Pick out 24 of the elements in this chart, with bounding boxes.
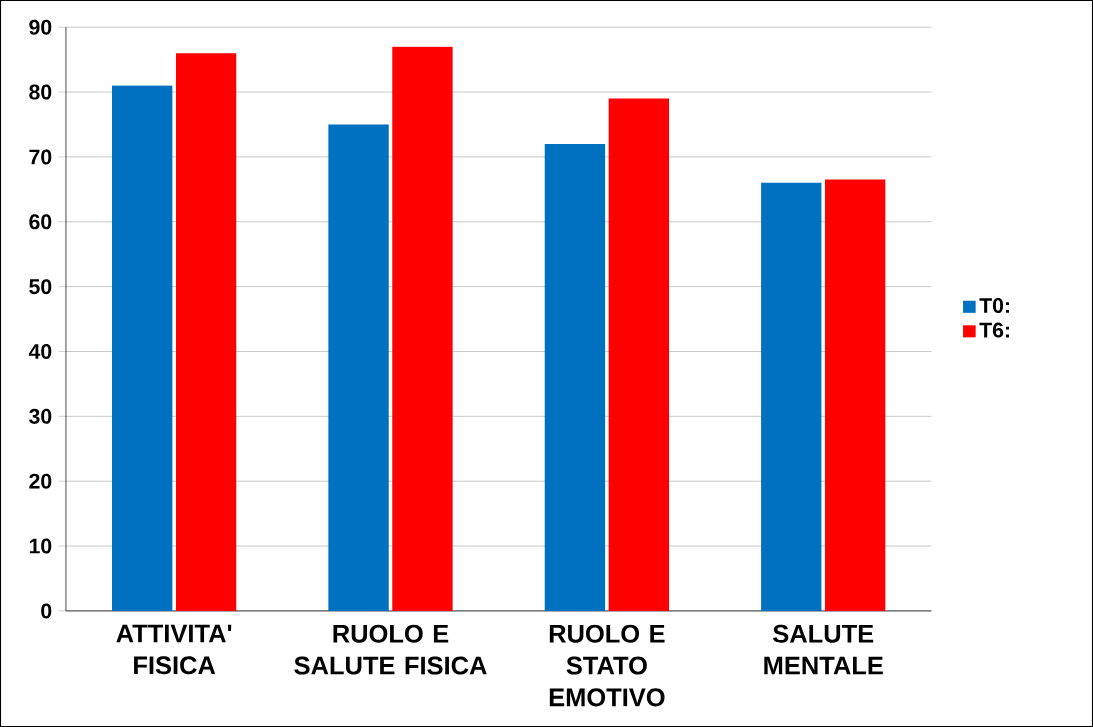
x-tick-label: SALUTE MENTALE: [764, 624, 883, 675]
y-tick-label: 60: [29, 214, 52, 230]
bar: [544, 143, 606, 611]
y-tick-label: 80: [29, 84, 52, 100]
bar: [825, 179, 886, 611]
y-tick-label: 0: [41, 603, 52, 619]
bar: [608, 98, 670, 611]
y-tick-label: 20: [29, 473, 52, 489]
y-tick-label: 10: [29, 538, 52, 554]
y-tick-label: 70: [29, 149, 52, 165]
bar: [761, 182, 822, 611]
bar: [175, 53, 237, 611]
y-tick-label: 40: [28, 343, 52, 359]
y-tick-label: 50: [29, 279, 52, 295]
bar: [328, 124, 389, 611]
legend-label: T0:: [979, 297, 1009, 313]
x-tick-label: ATTIVITA' FISICA: [116, 624, 232, 675]
x-tick-label: RUOLO E SALUTE FISICA: [294, 624, 487, 675]
x-tick-label: RUOLO E STATO EMOTIVO: [549, 624, 665, 707]
bar: [392, 46, 453, 611]
legend-label: T6:: [979, 322, 1009, 338]
bar: [111, 85, 173, 611]
y-tick-label: 30: [29, 408, 52, 424]
y-tick-label: 90: [29, 19, 52, 35]
